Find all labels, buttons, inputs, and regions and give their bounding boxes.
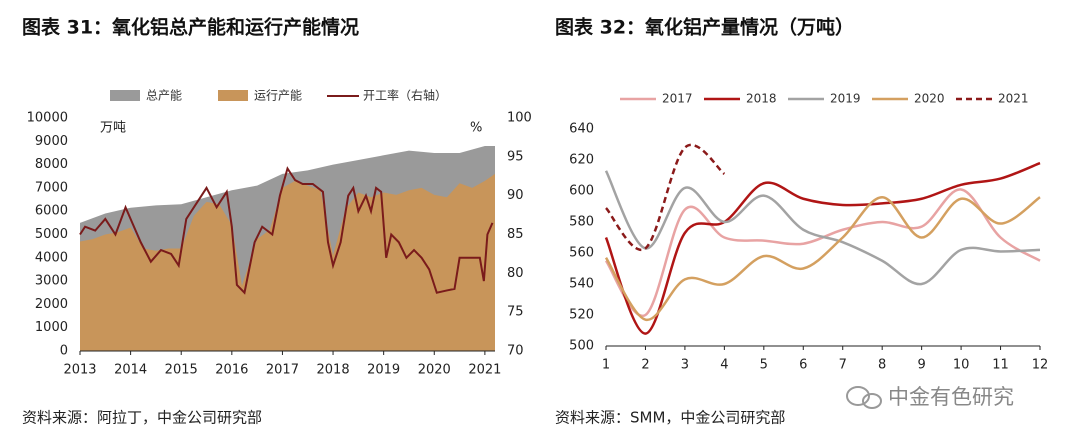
x-tick-label: 2014 (114, 363, 147, 378)
x-tick-label: 12 (1032, 358, 1049, 373)
y2-tick-label: 85 (507, 227, 524, 242)
y-tick-label: 520 (569, 308, 594, 323)
legend-label: 开工率（右轴） (363, 88, 447, 103)
x-tick-label: 2 (641, 358, 649, 373)
x-tick-label: 4 (720, 358, 728, 373)
y-tick-label: 5000 (35, 227, 68, 242)
legend-label: 2021 (998, 92, 1029, 106)
y-tick-label: 540 (569, 277, 594, 292)
y-tick-label: 8000 (35, 157, 68, 172)
y-tick-label: 640 (569, 122, 594, 137)
x-tick-label: 2013 (63, 363, 96, 378)
x-tick-label: 2021 (468, 363, 501, 378)
source: 资料来源：SMM，中金公司研究部 (555, 409, 785, 427)
y2-tick-label: 100 (507, 111, 532, 126)
line (604, 170, 1041, 286)
x-tick-label: 2019 (367, 363, 400, 378)
y-tick-label: 6000 (35, 204, 68, 219)
legend-label: 2020 (914, 92, 945, 106)
x-tick-label: 3 (681, 358, 689, 373)
legend-swatch (218, 90, 248, 101)
legend-label: 运行产能 (254, 89, 302, 103)
watermark-icon (846, 386, 882, 409)
y-tick-label: 10000 (27, 111, 68, 126)
line (604, 161, 1041, 335)
y-tick-label: 500 (569, 339, 594, 354)
y-tick-label: 4000 (35, 250, 68, 265)
line (604, 188, 1041, 318)
x-tick-label: 2016 (215, 363, 248, 378)
legend-swatch (110, 90, 140, 101)
chart-title: 图表 32：氧化铝产量情况（万吨） (555, 16, 854, 39)
y2-tick-label: 70 (507, 344, 524, 359)
x-tick-label: 9 (917, 358, 925, 373)
legend-label: 2019 (830, 92, 861, 106)
line (79, 166, 494, 295)
line (604, 195, 1041, 321)
x-tick-label: 2015 (165, 363, 198, 378)
line (605, 143, 726, 252)
y-tick-label: 1000 (35, 320, 68, 335)
x-tick-label: 8 (878, 358, 886, 373)
y-tick-label: 9000 (35, 134, 68, 149)
y-tick-label: 3000 (35, 274, 68, 289)
x-tick-label: 1 (602, 358, 610, 373)
y-unit: 万吨 (100, 121, 126, 136)
x-tick-label: 2017 (266, 363, 299, 378)
y2-tick-label: 75 (507, 305, 524, 320)
y2-unit: % (470, 121, 482, 136)
x-tick-label: 11 (992, 358, 1009, 373)
y2-tick-label: 90 (507, 188, 524, 203)
x-tick-label: 5 (760, 358, 768, 373)
legend-label: 总产能 (146, 89, 182, 103)
y-tick-label: 560 (569, 246, 594, 261)
legend-label: 2017 (662, 92, 693, 106)
y-tick-label: 7000 (35, 180, 68, 195)
source: 资料来源：阿拉丁，中金公司研究部 (22, 409, 262, 427)
x-tick-label: 7 (839, 358, 847, 373)
y-tick-label: 2000 (35, 297, 68, 312)
y2-tick-label: 80 (507, 266, 524, 281)
x-tick-label: 10 (953, 358, 970, 373)
chart-title: 图表 31：氧化铝总产能和运行产能情况 (22, 16, 359, 39)
y-tick-label: 620 (569, 153, 594, 168)
area (80, 173, 495, 351)
x-tick-label: 2018 (317, 363, 350, 378)
legend-label: 2018 (746, 92, 777, 106)
y2-tick-label: 95 (507, 149, 524, 164)
y-tick-label: 0 (60, 344, 68, 359)
y-tick-label: 580 (569, 215, 594, 230)
watermark: 中金有色研究 (888, 385, 1014, 409)
x-tick-label: 6 (799, 358, 807, 373)
y-tick-label: 600 (569, 184, 594, 199)
x-tick-label: 2020 (418, 363, 451, 378)
